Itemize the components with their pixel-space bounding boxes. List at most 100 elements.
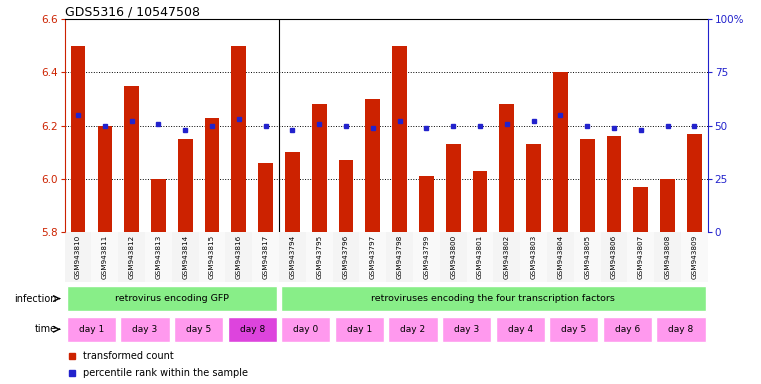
Bar [67,317,116,342]
Bar [172,232,199,282]
Text: GSM943800: GSM943800 [451,235,456,279]
Bar [607,136,621,232]
Bar [526,144,541,232]
Bar [473,171,487,232]
Bar [97,126,112,232]
Text: GSM943811: GSM943811 [102,235,108,279]
Bar [91,232,118,282]
Text: GSM943801: GSM943801 [477,235,483,279]
Bar [118,232,145,282]
Bar [333,232,359,282]
Bar [574,232,600,282]
Text: day 8: day 8 [240,325,265,334]
Bar [71,46,85,232]
Bar [687,134,702,232]
Bar [681,232,708,282]
Bar [388,317,438,342]
Text: GSM943795: GSM943795 [317,235,322,279]
Bar [199,232,225,282]
Text: retroviruses encoding the four transcription factors: retroviruses encoding the four transcrip… [371,294,616,303]
Bar [145,232,172,282]
Bar [258,163,273,232]
Bar [549,317,598,342]
Bar [419,176,434,232]
Text: GSM943807: GSM943807 [638,235,644,279]
Text: GSM943796: GSM943796 [343,235,349,279]
Bar [279,232,306,282]
Text: day 5: day 5 [186,325,212,334]
Text: GSM943814: GSM943814 [182,235,188,279]
Bar [413,232,440,282]
Text: GSM943805: GSM943805 [584,235,591,279]
Text: day 8: day 8 [668,325,693,334]
Bar [493,232,521,282]
Bar [446,144,460,232]
Text: day 1: day 1 [347,325,372,334]
Bar [228,317,277,342]
Text: day 5: day 5 [561,325,587,334]
Text: day 3: day 3 [454,325,479,334]
Bar [281,286,705,311]
Bar [365,99,380,232]
Bar [440,232,466,282]
Bar [281,317,330,342]
Bar [252,232,279,282]
Bar [205,118,219,232]
Text: infection: infection [14,293,56,304]
Bar [442,317,492,342]
Text: transformed count: transformed count [83,351,174,361]
Text: day 2: day 2 [400,325,425,334]
Bar [124,86,139,232]
Bar [521,232,547,282]
Bar [359,232,387,282]
Bar [627,232,654,282]
Bar [339,161,353,232]
Text: GSM943813: GSM943813 [155,235,161,279]
Text: GSM943815: GSM943815 [209,235,215,279]
Text: GSM943810: GSM943810 [75,235,81,279]
Text: GSM943817: GSM943817 [263,235,269,279]
Bar [580,139,594,232]
Text: GSM943804: GSM943804 [557,235,563,279]
Bar [656,317,705,342]
Text: GSM943808: GSM943808 [664,235,670,279]
Bar [654,232,681,282]
Bar [661,179,675,232]
Text: day 3: day 3 [132,325,158,334]
Text: GSM943803: GSM943803 [530,235,537,279]
Bar [466,232,493,282]
Bar [312,104,326,232]
Text: percentile rank within the sample: percentile rank within the sample [83,368,248,378]
Bar [65,232,91,282]
Bar [174,317,223,342]
Text: day 1: day 1 [79,325,104,334]
Bar [387,232,413,282]
Bar [495,317,545,342]
Text: GSM943816: GSM943816 [236,235,242,279]
Bar [335,317,384,342]
Bar [151,179,166,232]
Bar [231,46,247,232]
Text: day 4: day 4 [508,325,533,334]
Text: day 6: day 6 [615,325,640,334]
Text: GSM943802: GSM943802 [504,235,510,279]
Bar [603,317,652,342]
Bar [285,152,300,232]
Bar [392,46,407,232]
Bar [225,232,252,282]
Bar [499,104,514,232]
Text: GSM943809: GSM943809 [691,235,697,279]
Text: time: time [34,324,56,334]
Bar [633,187,648,232]
Text: day 0: day 0 [293,325,318,334]
Bar [67,286,277,311]
Bar [306,232,333,282]
Text: GDS5316 / 10547508: GDS5316 / 10547508 [65,5,199,18]
Bar [178,139,193,232]
Text: GSM943799: GSM943799 [423,235,429,279]
Text: GSM943794: GSM943794 [289,235,295,279]
Bar [600,232,627,282]
Text: GSM943812: GSM943812 [129,235,135,279]
Text: GSM943806: GSM943806 [611,235,617,279]
Text: GSM943797: GSM943797 [370,235,376,279]
